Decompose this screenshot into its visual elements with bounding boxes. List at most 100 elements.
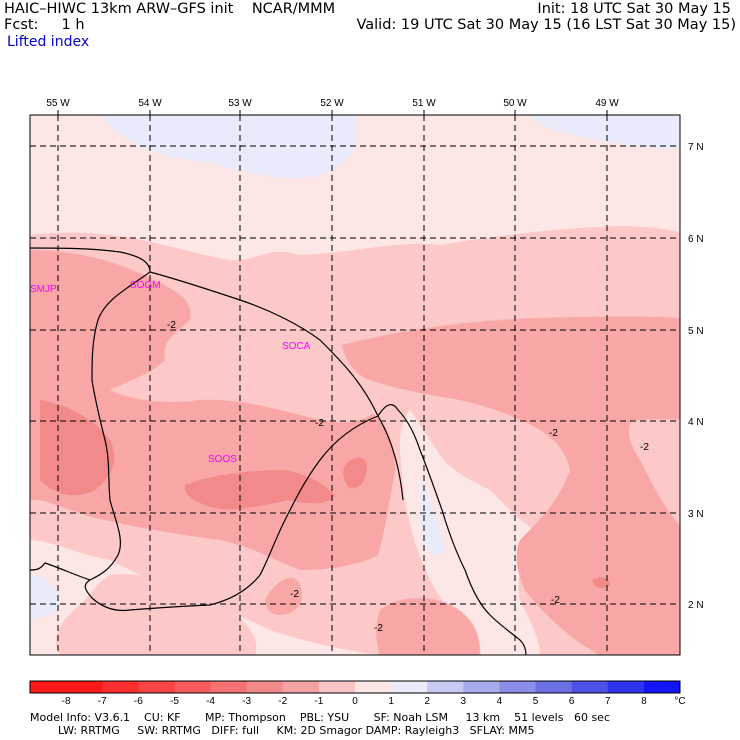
station-markers: SMJP SOGM SOCA SOOS xyxy=(30,280,311,465)
colorbar-labels: -8 -7 -6 -5 -4 -3 -2 -1 0 1 2 3 4 5 6 7 8 xyxy=(62,696,647,707)
colorbar-tick-label: 1 xyxy=(388,696,394,707)
shade-positive-north xyxy=(100,115,358,179)
colorbar-swatch xyxy=(499,681,537,693)
contour-label: -2 xyxy=(315,418,324,429)
colorbar-swatch xyxy=(643,681,681,693)
lat-label: 5 N xyxy=(688,326,704,337)
colorbar-swatch xyxy=(282,681,320,693)
lat-lon-grid xyxy=(30,115,680,655)
colorbar-tick-label: 3 xyxy=(461,696,467,707)
coastline-and-borders xyxy=(29,247,527,656)
shade-positive-southwest xyxy=(30,575,60,619)
colorbar-swatch xyxy=(463,681,500,693)
shade-minus3-minus4-east xyxy=(592,577,610,589)
colorbar-unit: °C xyxy=(674,696,685,707)
colorbar-cells xyxy=(30,681,681,693)
contour-label: -2 xyxy=(551,595,560,606)
colorbar-tick-label: 2 xyxy=(424,696,430,707)
colorbar-tick-label: -8 xyxy=(62,696,71,707)
lat-label: 3 N xyxy=(688,509,704,520)
model-title: HAIC–HIWC 13km ARW–GFS init xyxy=(4,1,234,17)
suriname-guiana-border xyxy=(84,415,379,612)
lon-label: 50 W xyxy=(503,98,527,109)
colorbar-swatch xyxy=(210,681,248,693)
model-info-line2: LW: RRTMG SW: RRTMG DIFF: full KM: 2D Sm… xyxy=(58,724,535,737)
contour-label: -2 xyxy=(549,428,558,439)
contour-label: -2 xyxy=(374,623,383,634)
filled-contours xyxy=(30,115,680,655)
colorbar-swatch xyxy=(427,681,464,693)
colorbar-swatch xyxy=(391,681,428,693)
init-time: Init: 18 UTC Sat 30 May 15 xyxy=(537,1,731,17)
shade-minus2-minus3-south xyxy=(376,598,480,655)
lat-label: 6 N xyxy=(688,234,704,245)
station-soos: SOOS xyxy=(208,454,237,465)
contour-label: -2 xyxy=(640,442,649,453)
shade-minus2-minus3-islet xyxy=(265,577,302,616)
colorbar-tick-label: 6 xyxy=(569,696,575,707)
lon-labels: 55 W 54 W 53 W 52 W 51 W 50 W 49 W xyxy=(46,98,619,109)
lat-label: 2 N xyxy=(688,600,704,611)
lon-ticks xyxy=(57,110,608,115)
colorbar-swatch xyxy=(138,681,175,693)
lon-label: 54 W xyxy=(138,98,162,109)
lon-label: 51 W xyxy=(412,98,436,109)
header-title-line: HAIC–HIWC 13km ARW–GFS init NCAR/MMM xyxy=(4,1,335,18)
contour-label: -2 xyxy=(290,589,299,600)
colorbar-swatch xyxy=(607,681,645,693)
lon-label: 55 W xyxy=(46,98,70,109)
colorbar-tick-label: 7 xyxy=(605,696,611,707)
shade-minus1-minus2-south xyxy=(56,574,257,655)
colorbar-tick-label: 0 xyxy=(352,696,358,707)
lon-label: 52 W xyxy=(320,98,344,109)
colorbar-tick-label: 4 xyxy=(497,696,503,707)
model-info-line1: Model Info: V3.6.1 CU: KF MP: Thompson P… xyxy=(30,711,610,724)
colorbar-tick-label: -4 xyxy=(206,696,215,707)
field-name: Lifted index xyxy=(7,34,90,50)
shade-positive-northeast xyxy=(530,115,680,149)
colorbar-tick-label: -6 xyxy=(134,696,143,707)
colorbar-swatch xyxy=(571,681,609,693)
colorbar: -8 -7 -6 -5 -4 -3 -2 -1 0 1 2 3 4 5 6 7 8 °C xyxy=(29,680,686,707)
lon-label: 49 W xyxy=(595,98,619,109)
shade-positive-river xyxy=(419,480,445,556)
contour-labels: -2 -2 -2 -2 -2 -2 -2 xyxy=(167,320,649,634)
colorbar-tick-label: -3 xyxy=(242,696,251,707)
shade-minus3-minus4-center2 xyxy=(343,457,367,489)
colorbar-tick-label: -5 xyxy=(170,696,179,707)
contour-lines-minus2 xyxy=(30,249,680,655)
map-frame xyxy=(29,114,681,656)
guyana-suriname-border xyxy=(29,247,151,581)
guiana-brazil-border xyxy=(377,415,404,501)
colorbar-tick-label: -2 xyxy=(278,696,287,707)
forecast-label: Fcst: xyxy=(4,17,39,33)
shade-minus3-minus4-west xyxy=(40,400,115,496)
forecast-value: 1 h xyxy=(61,17,85,33)
colorbar-frame xyxy=(29,680,681,694)
suriname-coast xyxy=(149,271,379,417)
station-soca: SOCA xyxy=(282,341,311,352)
colorbar-swatch xyxy=(102,681,139,693)
colorbar-swatch xyxy=(174,681,212,693)
contour-label: -2 xyxy=(167,320,176,331)
colorbar-tick-label: -7 xyxy=(98,696,107,707)
shade-minus2-minus3-east xyxy=(342,316,680,655)
colorbar-swatch xyxy=(30,681,67,693)
station-sogm: SOGM xyxy=(130,280,161,291)
colorbar-swatch xyxy=(318,681,356,693)
colorbar-tick-label: 8 xyxy=(641,696,647,707)
lat-labels: 7 N 6 N 5 N 4 N 3 N 2 N xyxy=(688,142,704,611)
lat-label: 4 N xyxy=(688,417,704,428)
colorbar-swatch xyxy=(66,681,103,693)
valid-time: Valid: 19 UTC Sat 30 May 15 (16 LST Sat … xyxy=(356,17,736,33)
shade-minus3-minus4-center xyxy=(184,470,335,510)
forecast-line: Fcst: 1 h xyxy=(4,17,85,34)
colorbar-swatch xyxy=(246,681,284,693)
station-smjp: SMJP xyxy=(30,284,57,295)
colorbar-swatch xyxy=(355,681,392,693)
lat-label: 7 N xyxy=(688,142,704,153)
lon-label: 53 W xyxy=(228,98,252,109)
colorbar-swatch xyxy=(535,681,573,693)
org-label: NCAR/MMM xyxy=(251,1,336,17)
